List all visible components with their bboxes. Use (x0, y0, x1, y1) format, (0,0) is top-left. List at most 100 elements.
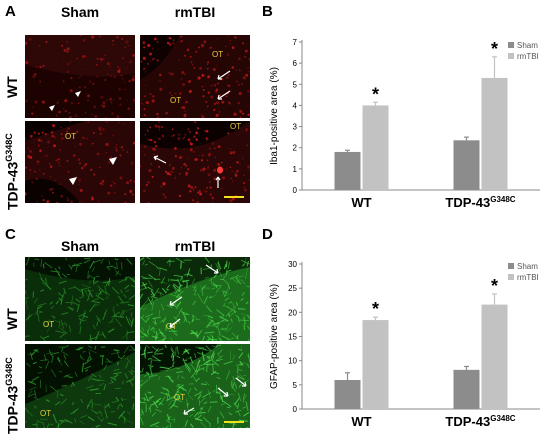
stain-dot (71, 102, 73, 104)
panel-letter-a: A (5, 3, 16, 20)
category-label-sup: G348C (490, 414, 516, 423)
ot-label: OT (65, 132, 76, 141)
stain-dot (181, 71, 184, 74)
stain-dot (39, 66, 41, 68)
stain-fiber (115, 259, 119, 260)
stain-dot (202, 154, 204, 156)
stain-dot (172, 167, 175, 170)
stain-dot (210, 187, 212, 189)
stain-dot (57, 102, 59, 104)
stain-dot (209, 148, 210, 149)
row-label-tdp-sup-a: G348C (4, 133, 14, 162)
stain-dot (189, 190, 192, 193)
bar-sham-1 (454, 140, 480, 190)
stain-dot (36, 178, 38, 180)
y-axis-label: GFAP-positive area (%) (269, 284, 280, 389)
stain-dot (112, 40, 114, 42)
stain-dot (92, 143, 94, 145)
y-tick-label: 5 (293, 80, 298, 89)
stain-dot (59, 184, 60, 185)
stain-dot (89, 81, 91, 83)
bar-sham-0 (335, 380, 361, 409)
stain-dot (79, 162, 81, 164)
stain-dot (158, 137, 161, 140)
stain-dot (79, 143, 82, 146)
stain-dot (92, 83, 94, 85)
micrograph-a-tdp-rmtbi-svg: OT (140, 121, 250, 203)
bar-rmtbi-0 (363, 105, 389, 190)
stain-dot (154, 38, 157, 41)
stain-dot (49, 163, 50, 164)
y-tick-label: 0 (293, 405, 298, 414)
stain-dot (173, 39, 174, 40)
stain-dot (145, 71, 147, 73)
stain-fiber (207, 363, 208, 372)
stain-dot (207, 75, 210, 78)
stain-dot (184, 137, 185, 138)
stain-dot (227, 84, 230, 87)
legend-swatch-rmtbi (508, 53, 514, 59)
stain-dot (110, 156, 111, 157)
stain-dot (131, 162, 134, 165)
stain-dot (130, 180, 132, 182)
stain-dot (109, 98, 112, 101)
stain-dot (190, 44, 191, 45)
stain-dot (111, 112, 113, 114)
stain-dot (102, 128, 105, 131)
stain-dot (204, 190, 205, 191)
stain-dot (51, 131, 54, 134)
stain-fiber (127, 331, 128, 340)
stain-dot (207, 64, 208, 65)
stain-dot (247, 114, 249, 116)
stain-dot (93, 105, 96, 108)
stain-dot (129, 190, 132, 193)
stain-dot (157, 60, 159, 62)
stain-dot (34, 131, 36, 133)
stain-dot (127, 151, 128, 152)
stain-dot (30, 135, 33, 138)
stain-dot (145, 85, 146, 86)
stain-dot (230, 148, 231, 149)
stain-dot (67, 160, 69, 162)
stain-dot (242, 158, 244, 160)
stain-dot (243, 186, 245, 188)
stain-dot (185, 116, 187, 118)
stain-fiber (226, 261, 227, 267)
stain-dot (236, 161, 238, 163)
stain-dot (185, 173, 188, 176)
stain-dot (32, 75, 35, 78)
stain-dot (146, 101, 149, 104)
bar-sham-0 (335, 152, 361, 190)
row-label-tdp-sup-c: G348C (4, 357, 14, 386)
stain-dot (193, 189, 194, 190)
stain-dot (246, 144, 248, 146)
micrograph-c-wt-sham-svg: OT (25, 257, 135, 341)
stain-dot (125, 89, 126, 90)
stain-dot (99, 35, 101, 37)
stain-dot (124, 82, 125, 83)
stain-dot (240, 164, 241, 165)
stain-dot (155, 124, 158, 127)
stain-dot (206, 168, 207, 169)
stain-dot (119, 103, 121, 105)
stain-dot (236, 170, 239, 173)
stain-dot (181, 106, 183, 108)
stain-dot (31, 112, 33, 114)
stain-dot (240, 116, 242, 118)
micrograph-a-wt-rmtbi: OT OT (140, 35, 250, 118)
stain-dot (63, 80, 65, 82)
stain-dot (58, 162, 60, 164)
stain-dot (206, 191, 208, 193)
stain-dot (153, 154, 154, 155)
ot-label: OT (170, 96, 181, 105)
stain-dot (239, 110, 242, 113)
ot-label: OT (174, 393, 185, 402)
stain-dot (40, 140, 42, 142)
stain-dot (98, 201, 99, 202)
stain-dot (203, 89, 205, 91)
stain-dot (64, 49, 67, 52)
stain-dot (61, 188, 62, 189)
stain-dot (207, 159, 209, 161)
stain-dot (39, 81, 41, 83)
